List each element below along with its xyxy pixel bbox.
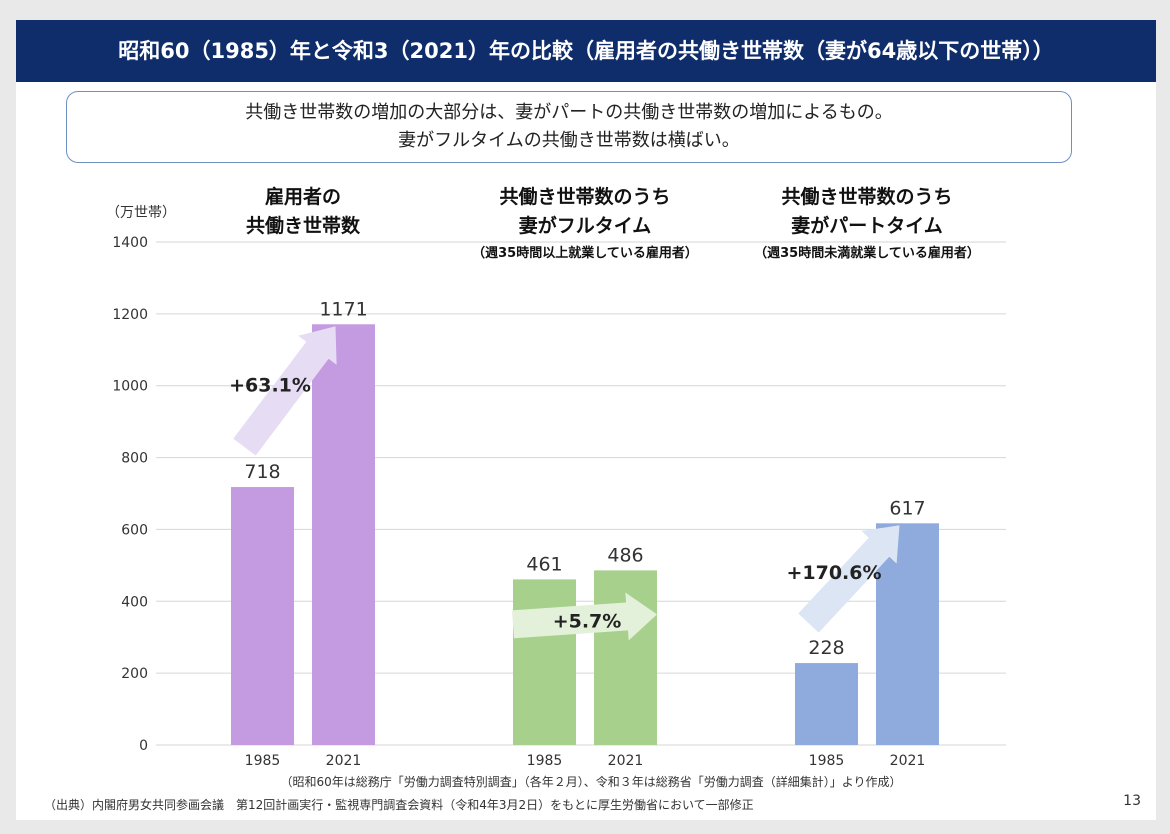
x-tick-label: 2021 xyxy=(890,753,926,769)
y-tick-label: 200 xyxy=(121,666,148,682)
y-tick-label: 600 xyxy=(121,522,148,538)
y-axis-unit: （万世帯） xyxy=(106,205,176,221)
y-tick-label: 1400 xyxy=(112,235,148,251)
summary-line-1: 共働き世帯数の増加の大部分は、妻がパートの共働き世帯数の増加によるもの。 xyxy=(245,102,893,123)
y-tick-label: 1200 xyxy=(112,307,148,323)
page-title: 昭和60（1985）年と令和3（2021）年の比較（雇用者の共働き世帯数（妻が6… xyxy=(16,20,1156,82)
y-tick-label: 1000 xyxy=(112,379,148,395)
bar xyxy=(876,523,939,745)
bar xyxy=(231,487,294,745)
bar xyxy=(312,324,375,745)
group-subtitle: （週35時間以上就業している雇用者） xyxy=(472,245,698,261)
x-tick-label: 2021 xyxy=(326,753,362,769)
change-arrow xyxy=(233,326,337,456)
group-title: 共働き世帯数のうち xyxy=(781,185,952,208)
slide: 昭和60（1985）年と令和3（2021）年の比較（雇用者の共働き世帯数（妻が6… xyxy=(16,20,1156,820)
x-tick-label: 1985 xyxy=(809,753,845,769)
group-title: 共働き世帯数のうち xyxy=(499,185,670,208)
data-label: 461 xyxy=(526,553,562,575)
x-tick-label: 2021 xyxy=(608,753,644,769)
change-label: +170.6% xyxy=(786,562,881,584)
y-tick-label: 800 xyxy=(121,451,148,467)
data-label: 617 xyxy=(889,497,925,519)
group-title: 妻がフルタイム xyxy=(519,214,652,237)
survey-note: （昭和60年は総務庁「労働力調査特別調査」（各年２月）、令和３年は総務省「労働力… xyxy=(280,774,901,789)
bar xyxy=(594,570,657,745)
change-arrow xyxy=(512,592,657,641)
summary-box: 共働き世帯数の増加の大部分は、妻がパートの共働き世帯数の増加によるもの。 妻がフ… xyxy=(66,91,1072,163)
group-subtitle: （週35時間未満就業している雇用者） xyxy=(754,245,980,261)
data-label: 486 xyxy=(607,544,643,566)
data-label: 1171 xyxy=(319,298,367,320)
change-label: +5.7% xyxy=(553,610,622,632)
x-tick-label: 1985 xyxy=(245,753,281,769)
group-title: 雇用者の xyxy=(265,185,341,208)
change-arrow xyxy=(798,525,900,633)
group-title: 共働き世帯数 xyxy=(246,214,361,237)
data-label: 718 xyxy=(244,461,280,483)
y-tick-label: 0 xyxy=(139,738,148,754)
bar xyxy=(795,663,858,745)
bar-chart: 0200400600800100012001400（万世帯）雇用者の共働き世帯数… xyxy=(44,185,1141,812)
x-tick-label: 1985 xyxy=(527,753,563,769)
data-label: 228 xyxy=(808,637,844,659)
source-note: （出典）内閣府男女共同参画会議 第12回計画実行・監視専門調査会資料（令和4年3… xyxy=(44,797,754,812)
y-tick-label: 400 xyxy=(121,594,148,610)
group-title: 妻がパートタイム xyxy=(791,214,943,237)
summary-line-2: 妻がフルタイムの共働き世帯数は横ばい。 xyxy=(398,130,740,151)
page-number: 13 xyxy=(1123,793,1141,809)
change-label: +63.1% xyxy=(229,375,311,397)
bar xyxy=(513,579,576,745)
